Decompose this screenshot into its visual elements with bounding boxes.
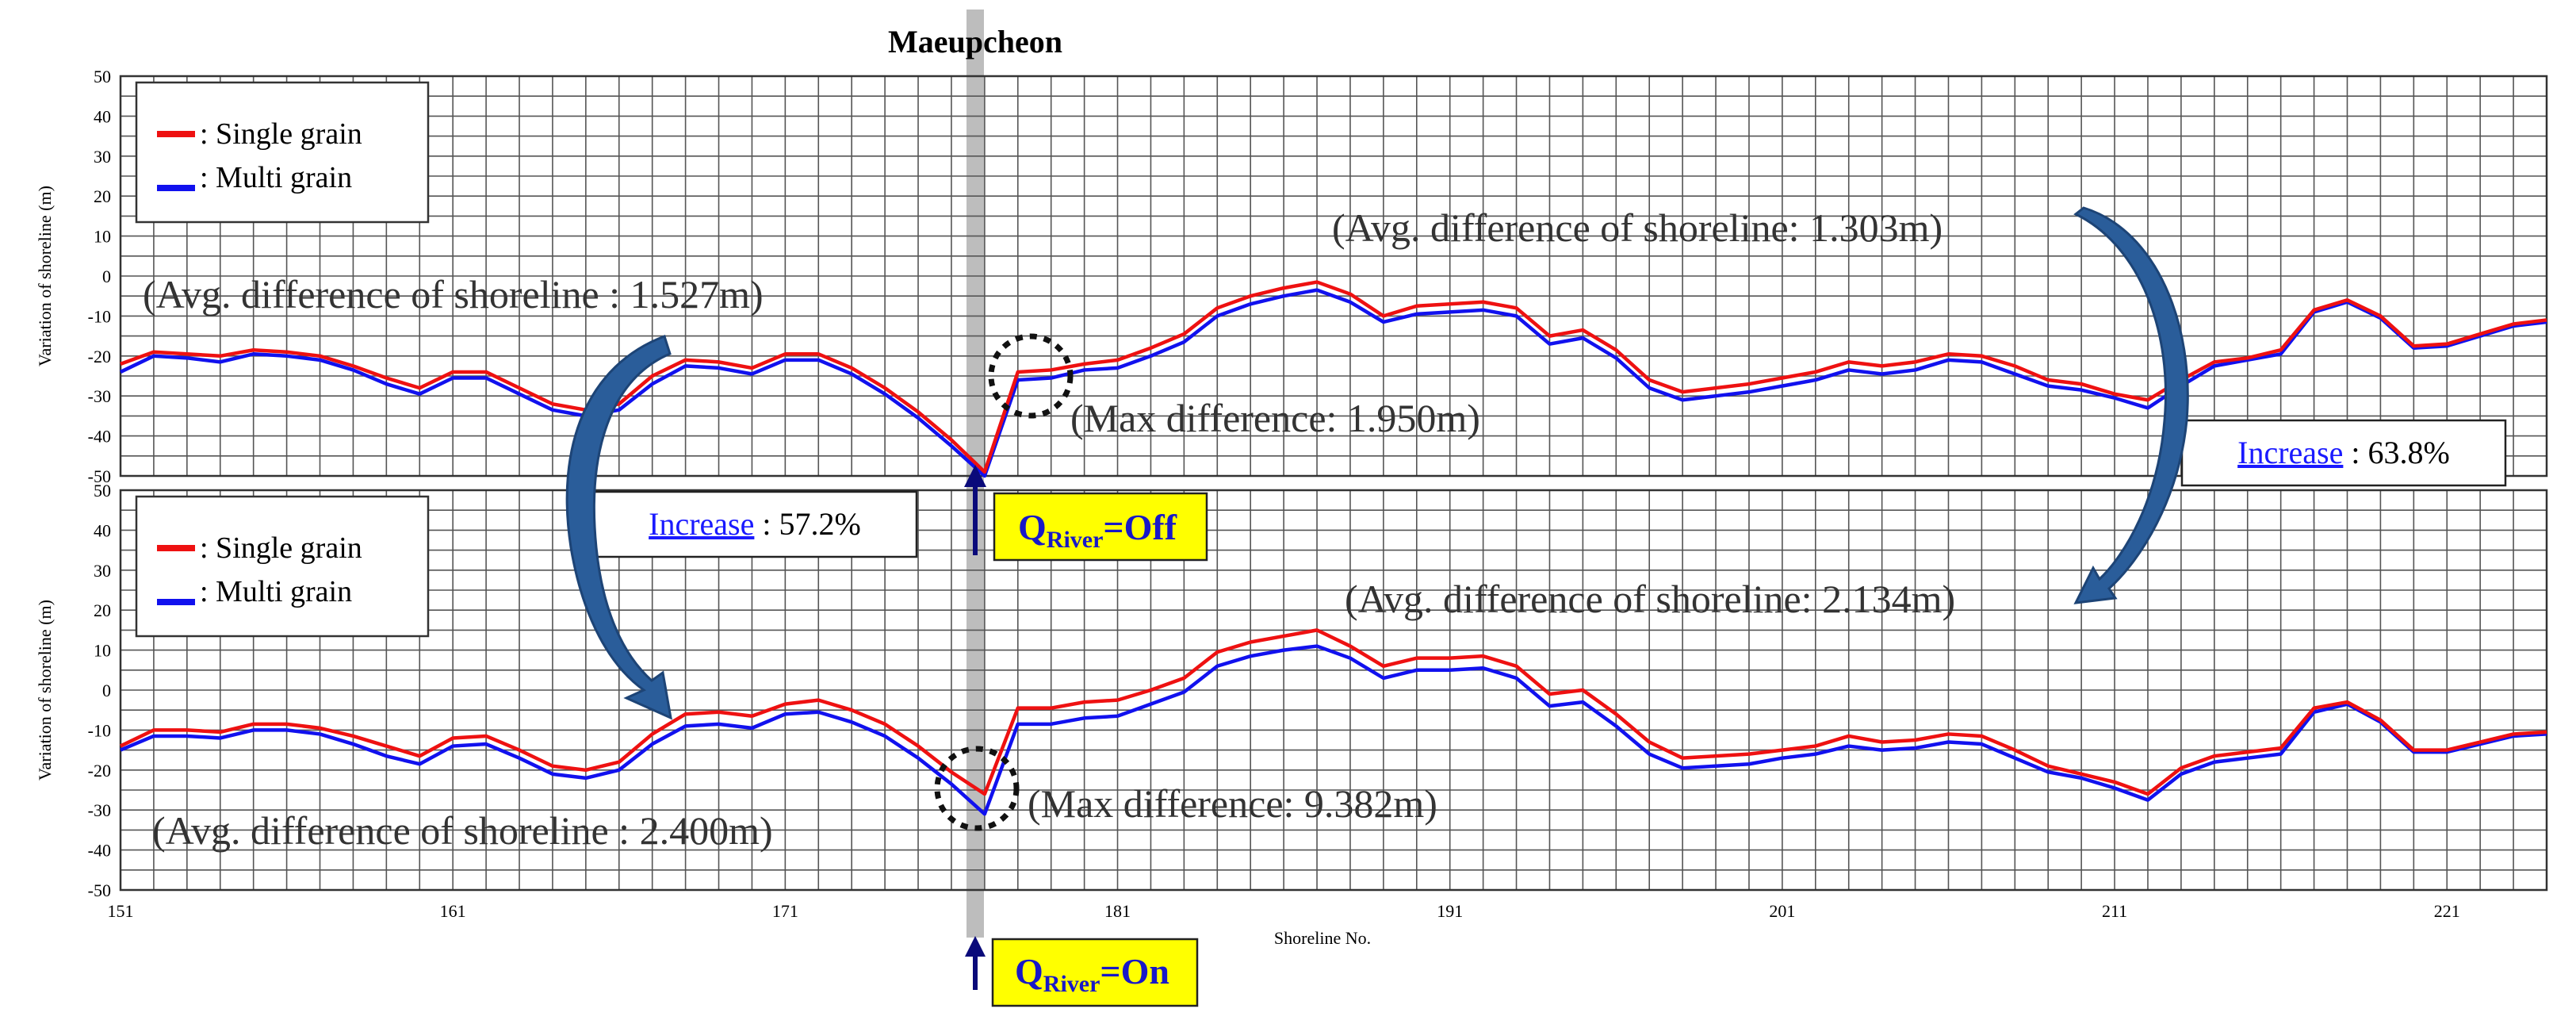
top-right-avg-annotation: (Avg. difference of shoreline: 1.303m) [1332, 205, 1943, 250]
single-grain-line [120, 280, 2547, 474]
x-tick-label: 151 [108, 901, 134, 921]
bottom-legend-single-label: : Single grain [200, 531, 362, 565]
y-tick-label: -10 [88, 720, 111, 740]
x-tick-label: 181 [1104, 901, 1131, 921]
y-tick-label: 40 [94, 520, 111, 540]
x-tick-label: 201 [1769, 901, 1795, 921]
y-tick-label: 50 [94, 481, 111, 501]
top-legend: : Single grain : Multi grain [135, 81, 430, 224]
bottom-legend-box [135, 495, 430, 638]
top-legend-box [135, 81, 430, 224]
top-series [120, 280, 2547, 478]
bottom-series [120, 628, 2547, 816]
bottom-right-avg-annotation: (Avg. difference of shoreline: 2.134m) [1345, 577, 1955, 621]
y-tick-label: 40 [94, 106, 111, 126]
bottom-max-circle [934, 746, 1020, 831]
q-off-prefix: Q [1018, 507, 1047, 547]
y-tick-label: -40 [88, 427, 111, 447]
y-tick-label: 30 [94, 147, 111, 167]
y-tick-label: 10 [94, 641, 111, 661]
q-river-off-label: QRiver=Off [1018, 507, 1177, 553]
top-max-circle [988, 333, 1074, 419]
top-y-axis-label: Variation of shoreline (m) [35, 186, 55, 366]
y-tick-label: 0 [102, 681, 111, 700]
bottom-y-axis-label: Variation of shoreline (m) [35, 600, 55, 781]
increase-left-word: Increase [649, 506, 754, 542]
y-tick-label: -50 [88, 880, 111, 900]
y-tick-label: -30 [88, 386, 111, 406]
x-tick-label: 161 [440, 901, 466, 921]
increase-right-label: Increase : 63.8% [2237, 435, 2450, 470]
up-arrow-bottom [965, 936, 986, 990]
bottom-max-annotation: (Max difference: 9.382m) [1028, 781, 1437, 826]
y-tick-label: 30 [94, 561, 111, 581]
y-tick-label: 20 [94, 186, 111, 206]
bottom-legend: : Single grain : Multi grain [135, 495, 430, 638]
q-off-value: =Off [1103, 507, 1177, 547]
multi-grain-line [120, 288, 2547, 478]
increase-right-value: : 63.8% [2343, 435, 2449, 470]
bottom-legend-multi-label: : Multi grain [200, 575, 352, 608]
top-frame [119, 75, 2548, 478]
increase-left-value: : 57.2% [754, 506, 860, 542]
bottom-frame [119, 489, 2548, 892]
q-on-sub: River [1043, 971, 1100, 997]
y-tick-label: -10 [88, 306, 111, 326]
q-on-prefix: Q [1015, 951, 1043, 992]
y-tick-label: -50 [88, 466, 111, 486]
y-tick-label: -20 [88, 347, 111, 366]
left-curved-arrow [565, 335, 672, 720]
y-tick-label: -30 [88, 800, 111, 820]
increase-left-box [591, 490, 918, 558]
increase-right-word: Increase [2237, 435, 2343, 470]
chart-title: Maeupcheon [888, 24, 1062, 59]
bottom-panel: 50 40 30 20 10 0 -10 -20 -30 -40 -50 Variation of … [35, 481, 2548, 948]
x-axis-label: Shoreline No. [1274, 928, 1371, 948]
y-tick-label: 0 [102, 267, 111, 286]
q-river-on-box [991, 938, 1199, 1007]
x-tick-label: 211 [2102, 901, 2127, 921]
increase-right-box [2180, 419, 2507, 487]
top-y-ticks: 50 40 30 20 10 0 -10 -20 -30 -40 -50 [88, 67, 111, 486]
increase-left-label: Increase : 57.2% [649, 506, 861, 542]
top-left-avg-annotation: (Avg. difference of shoreline : 1.527m) [143, 272, 764, 316]
bottom-left-avg-annotation: (Avg. difference of shoreline : 2.400m) [152, 808, 773, 853]
top-max-annotation: (Max difference: 1.950m) [1070, 396, 1480, 440]
top-legend-multi-label: : Multi grain [200, 161, 352, 194]
y-tick-label: -20 [88, 761, 111, 781]
y-tick-label: 10 [94, 227, 111, 247]
x-tick-label: 221 [2434, 901, 2460, 921]
x-tick-label: 191 [1437, 901, 1463, 921]
q-off-sub: River [1047, 527, 1104, 553]
y-tick-label: 20 [94, 600, 111, 620]
up-arrow-top [964, 465, 986, 555]
single-grain-line [120, 628, 2547, 796]
y-tick-label: -40 [88, 841, 111, 861]
x-ticks: 151 161 171 181 191 201 211 221 [108, 901, 2460, 921]
right-curved-arrow [2073, 206, 2189, 604]
q-on-value: =On [1100, 951, 1169, 992]
x-tick-label: 171 [772, 901, 798, 921]
bottom-grid [120, 489, 2547, 891]
y-tick-label: 50 [94, 67, 111, 86]
top-legend-single-label: : Single grain [200, 117, 362, 151]
multi-grain-line [120, 644, 2547, 816]
q-river-off-box [993, 492, 1208, 562]
q-river-on-label: QRiver=On [1015, 951, 1169, 997]
bottom-y-ticks: 50 40 30 20 10 0 -10 -20 -30 -40 -50 [88, 481, 111, 900]
